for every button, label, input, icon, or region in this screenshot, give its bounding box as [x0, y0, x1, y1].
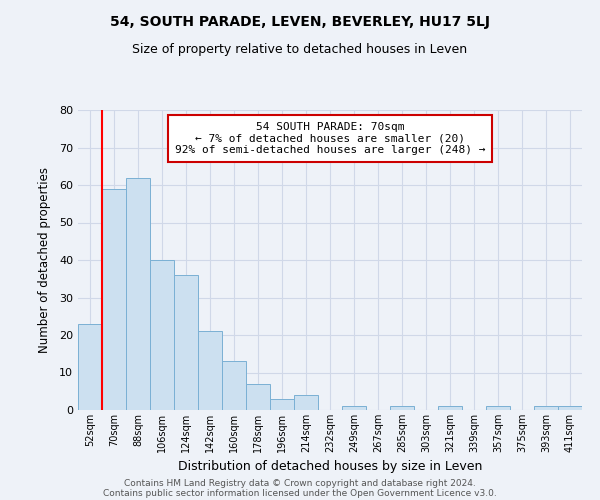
Bar	[558, 406, 582, 410]
X-axis label: Distribution of detached houses by size in Leven: Distribution of detached houses by size …	[178, 460, 482, 473]
Bar	[438, 406, 462, 410]
Bar	[126, 178, 150, 410]
Bar	[222, 361, 246, 410]
Text: Contains public sector information licensed under the Open Government Licence v3: Contains public sector information licen…	[103, 488, 497, 498]
Bar	[534, 406, 558, 410]
Bar	[246, 384, 270, 410]
Text: Contains HM Land Registry data © Crown copyright and database right 2024.: Contains HM Land Registry data © Crown c…	[124, 478, 476, 488]
Bar	[270, 399, 294, 410]
Bar	[102, 188, 126, 410]
Bar	[150, 260, 174, 410]
Bar	[78, 324, 102, 410]
Text: 54, SOUTH PARADE, LEVEN, BEVERLEY, HU17 5LJ: 54, SOUTH PARADE, LEVEN, BEVERLEY, HU17 …	[110, 15, 490, 29]
Bar	[390, 406, 414, 410]
Text: Size of property relative to detached houses in Leven: Size of property relative to detached ho…	[133, 42, 467, 56]
Y-axis label: Number of detached properties: Number of detached properties	[38, 167, 50, 353]
Bar	[174, 275, 198, 410]
Bar	[342, 406, 366, 410]
Text: 54 SOUTH PARADE: 70sqm
← 7% of detached houses are smaller (20)
92% of semi-deta: 54 SOUTH PARADE: 70sqm ← 7% of detached …	[175, 122, 485, 155]
Bar	[294, 395, 318, 410]
Bar	[198, 331, 222, 410]
Bar	[486, 406, 510, 410]
